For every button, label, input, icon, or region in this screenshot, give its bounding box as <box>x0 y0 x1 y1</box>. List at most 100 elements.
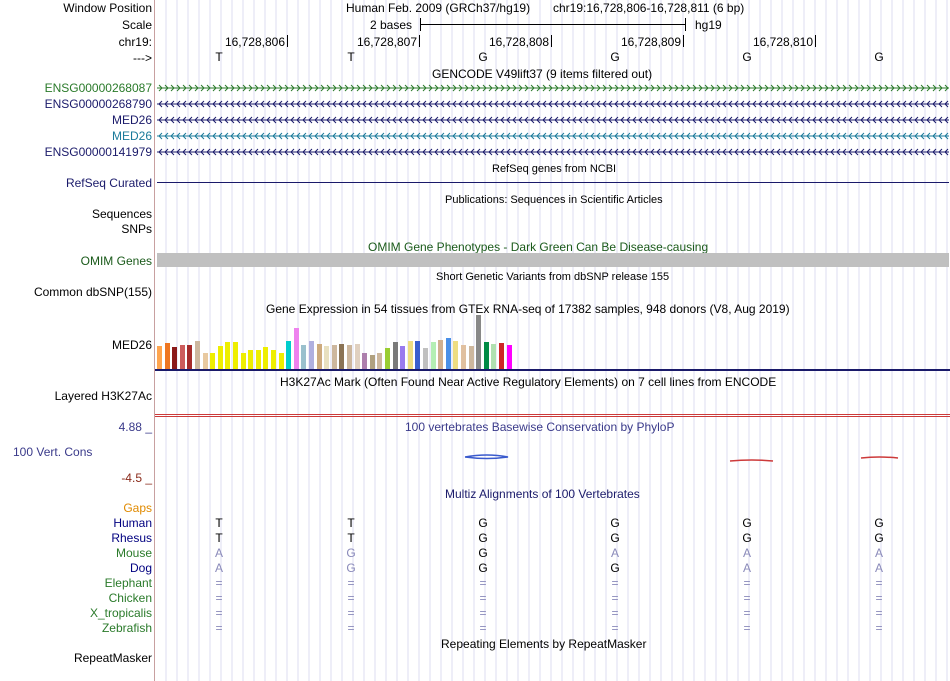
sequences-label[interactable]: Sequences <box>91 207 152 221</box>
gtex-tissue-bar[interactable] <box>271 350 276 369</box>
gtex-tissue-bar[interactable] <box>491 344 497 369</box>
gencode-gene-label[interactable]: MED26 <box>111 129 152 143</box>
gtex-tissue-bar[interactable] <box>278 353 284 369</box>
gtex-tissue-bar[interactable] <box>172 347 178 369</box>
position-text[interactable]: chr19:16,728,806-16,728,811 (6 bp) <box>553 1 745 15</box>
reference-base: G <box>610 50 620 64</box>
gtex-tissue-bar[interactable] <box>461 345 466 369</box>
dbsnp-title: Short Genetic Variants from dbSNP releas… <box>436 271 670 283</box>
gtex-tissue-bar[interactable] <box>476 315 482 369</box>
gtex-tissue-bar[interactable] <box>483 342 489 369</box>
aligned-base: A <box>874 546 883 560</box>
gencode-gene-label[interactable]: MED26 <box>111 113 152 127</box>
aligned-base: = <box>347 606 355 620</box>
dbsnp-label[interactable]: Common dbSNP(155) <box>33 285 152 299</box>
gtex-tissue-bar[interactable] <box>187 345 193 369</box>
gtex-tissue-bar[interactable] <box>423 348 428 369</box>
gtex-tissue-bar[interactable] <box>430 342 436 369</box>
gtex-title: Gene Expression in 54 tissues from GTEx … <box>266 302 790 316</box>
gtex-tissue-bar[interactable] <box>248 350 254 369</box>
coord-tick-label: 16,728,807 <box>356 35 417 49</box>
gtex-tissue-bar[interactable] <box>309 341 314 369</box>
h3k27ac-label[interactable]: Layered H3K27Ac <box>54 389 152 403</box>
aligned-base: = <box>611 606 619 620</box>
phylop-positive-peak <box>464 454 509 460</box>
gtex-tissue-bar[interactable] <box>331 345 337 369</box>
species-label[interactable]: Rhesus <box>111 531 152 545</box>
aligned-base: = <box>215 621 223 635</box>
aligned-base: = <box>347 576 355 590</box>
aligned-base: = <box>875 576 883 590</box>
gtex-tissue-bar[interactable] <box>377 353 383 369</box>
species-label[interactable]: Elephant <box>104 576 152 590</box>
coord-tick-label: 16,728,806 <box>224 35 285 49</box>
gtex-tissue-bar[interactable] <box>362 353 368 369</box>
gtex-tissue-bar[interactable] <box>240 353 246 369</box>
gtex-tissue-bar[interactable] <box>369 355 375 369</box>
gtex-tissue-bar[interactable] <box>347 345 352 369</box>
refseq-label[interactable]: RefSeq Curated <box>65 176 152 190</box>
gtex-tissue-bar[interactable] <box>179 345 185 369</box>
gtex-tissue-bar[interactable] <box>407 341 413 369</box>
gtex-tissue-bar[interactable] <box>506 345 512 369</box>
species-label[interactable]: Zebrafish <box>101 621 152 635</box>
gtex-tissue-bar[interactable] <box>438 340 444 369</box>
gencode-gene-label[interactable]: ENSG00000141979 <box>44 145 152 159</box>
gtex-tissue-bar[interactable] <box>445 338 451 369</box>
gtex-tissue-bar[interactable] <box>233 342 238 369</box>
gtex-tissue-bar[interactable] <box>301 345 307 369</box>
gtex-tissue-bar[interactable] <box>415 341 421 369</box>
gencode-gene-track[interactable] <box>157 115 949 125</box>
gtex-tissue-bar[interactable] <box>164 343 170 369</box>
gencode-gene-track[interactable] <box>157 147 949 157</box>
phylop-plot[interactable] <box>155 448 950 468</box>
gtex-tissue-bar[interactable] <box>468 346 474 369</box>
gtex-tissue-bar[interactable] <box>286 341 292 369</box>
gtex-tissue-bar[interactable] <box>400 346 406 369</box>
aligned-base: = <box>875 621 883 635</box>
gencode-gene-label[interactable]: ENSG00000268087 <box>44 81 152 95</box>
aligned-base: = <box>875 606 883 620</box>
species-label[interactable]: Mouse <box>115 546 152 560</box>
gtex-tissue-bar[interactable] <box>210 353 216 369</box>
omim-bar[interactable] <box>157 253 949 267</box>
gtex-tissue-bar[interactable] <box>392 342 398 369</box>
gtex-tissue-bar[interactable] <box>202 353 208 369</box>
gencode-gene-label[interactable]: ENSG00000268790 <box>44 97 152 111</box>
species-label[interactable]: X_tropicalis <box>89 606 152 620</box>
gtex-tissue-bar[interactable] <box>316 344 322 369</box>
gtex-tissue-bar[interactable] <box>225 342 231 369</box>
gtex-tissue-bar[interactable] <box>453 341 459 369</box>
gtex-tissue-bar[interactable] <box>195 341 200 369</box>
gtex-tissue-bar[interactable] <box>255 350 261 369</box>
aligned-base: = <box>743 606 751 620</box>
omim-label[interactable]: OMIM Genes <box>80 254 152 268</box>
gtex-label[interactable]: MED26 <box>111 338 152 352</box>
aligned-base: = <box>215 591 223 605</box>
phylop-label[interactable]: 100 Vert. Cons <box>13 445 93 459</box>
refseq-line[interactable] <box>157 182 949 183</box>
gtex-tissue-bar[interactable] <box>385 348 390 369</box>
species-label[interactable]: Dog <box>129 561 152 575</box>
gtex-tissue-bar[interactable] <box>354 344 360 369</box>
aligned-base: = <box>347 621 355 635</box>
gtex-tissue-bar[interactable] <box>293 328 299 369</box>
gtex-tissue-bar[interactable] <box>217 346 223 369</box>
gtex-tissue-bar[interactable] <box>499 343 504 369</box>
repeatmasker-label[interactable]: RepeatMasker <box>73 651 152 665</box>
gtex-baseline <box>155 369 950 371</box>
species-label[interactable]: Human <box>113 516 152 530</box>
gtex-tissue-bar[interactable] <box>263 347 269 369</box>
gencode-gene-track[interactable] <box>157 99 949 109</box>
strand-arrows-reverse <box>158 148 949 156</box>
gtex-tissue-bar[interactable] <box>157 346 162 369</box>
gtex-bar-chart[interactable] <box>157 315 949 369</box>
gtex-tissue-bar[interactable] <box>339 344 345 369</box>
gaps-label[interactable]: Gaps <box>123 501 152 515</box>
gencode-gene-track[interactable] <box>157 83 949 93</box>
gtex-tissue-bar[interactable] <box>324 346 330 369</box>
snps-label[interactable]: SNPs <box>121 222 152 236</box>
gencode-gene-track[interactable] <box>157 131 949 141</box>
aligned-base: A <box>742 546 751 560</box>
species-label[interactable]: Chicken <box>108 591 152 605</box>
